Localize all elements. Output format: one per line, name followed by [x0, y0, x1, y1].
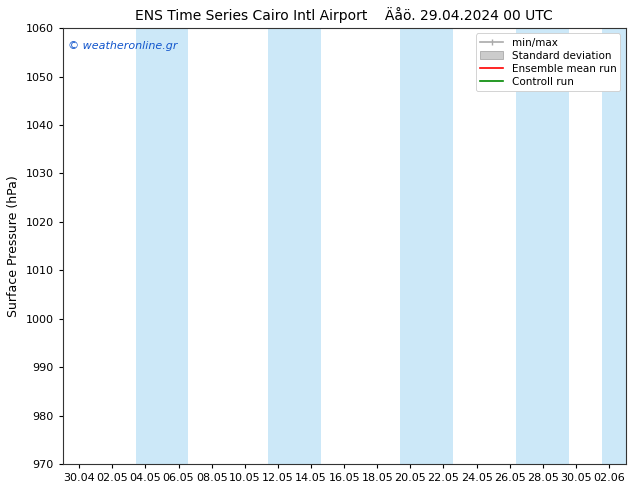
Bar	[602, 28, 634, 464]
Bar	[136, 28, 188, 464]
Title: ENS Time Series Cairo Intl Airport    Äåö. 29.04.2024 00 UTC: ENS Time Series Cairo Intl Airport Äåö. …	[135, 7, 553, 23]
Bar	[401, 28, 453, 464]
Legend: min/max, Standard deviation, Ensemble mean run, Controll run: min/max, Standard deviation, Ensemble me…	[476, 33, 621, 91]
Text: © weatheronline.gr: © weatheronline.gr	[68, 41, 178, 51]
Bar	[516, 28, 569, 464]
Y-axis label: Surface Pressure (hPa): Surface Pressure (hPa)	[7, 175, 20, 317]
Bar	[268, 28, 321, 464]
